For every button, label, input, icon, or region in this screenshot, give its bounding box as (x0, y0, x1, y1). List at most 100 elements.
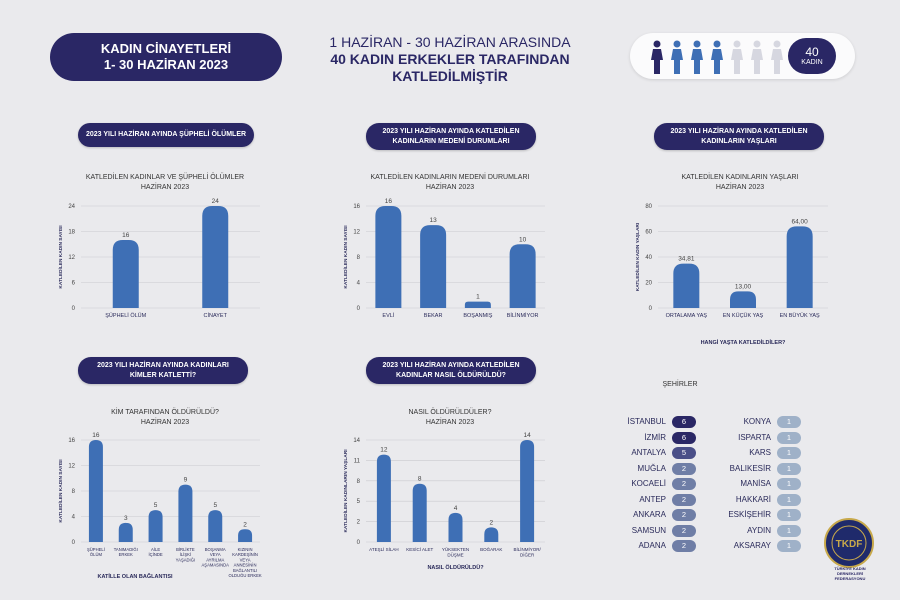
bar (208, 510, 223, 542)
section-label: KADINLAR NASIL ÖLDÜRÜLDÜ? (396, 371, 506, 379)
category-label: ŞÜPHELİ ÖLÜM (105, 312, 146, 319)
category-label: KESİCİ ALET (406, 546, 433, 552)
section-how-killed: 2023 YILI HAZİRAN AYINDA KATLEDİLEN KADI… (366, 357, 536, 384)
y-axis-label: KATLEDİLEN KADINLARIN YAŞLARI (342, 449, 349, 533)
city-row: KARS 1 (715, 447, 815, 460)
bar (520, 440, 535, 542)
category-label: ÖLÜM (90, 552, 103, 557)
city-count-badge: 1 (777, 540, 801, 552)
y-tick-label: 6 (72, 281, 76, 287)
city-name: ANTALYA (631, 448, 666, 457)
woman-figure-icon (671, 40, 683, 74)
figure-body (771, 49, 783, 74)
data-label: 5 (154, 502, 158, 509)
category-label: BİLİNMİYOR (507, 312, 539, 319)
chart3-title-line1: KATLEDİLEN KADINLARIN YAŞLARI (681, 174, 799, 181)
y-tick-label: 16 (353, 204, 360, 210)
chart2-title-line2: HAZİRAN 2023 (425, 184, 475, 191)
city-name: İSTANBUL (627, 417, 666, 426)
data-label: 2 (243, 521, 247, 528)
category-label: EVLİ (382, 312, 394, 319)
city-count-badge: 5 (672, 447, 696, 459)
y-tick-label: 12 (68, 255, 75, 261)
y-tick-label: 60 (645, 230, 652, 236)
city-name: AYDIN (747, 525, 771, 535)
chart1-title: KATLEDİLEN KADINLAR VE ŞÜPHELİ ÖLÜMLER H… (60, 173, 270, 193)
city-count-badge: 2 (672, 478, 696, 490)
city-count-badge: 2 (672, 493, 696, 506)
category-label: KARDEŞİNİN (232, 552, 258, 557)
category-label: EN KÜÇÜK YAŞ (723, 312, 764, 319)
section-who-killed: 2023 YILI HAZİRAN AYINDA KADINLARI KİMLE… (78, 357, 248, 384)
bar (509, 244, 536, 308)
y-tick-label: 5 (357, 499, 361, 505)
bar (420, 225, 447, 308)
chart4-title-line2: HAZİRAN 2023 (140, 419, 190, 426)
figure-body (691, 49, 703, 74)
category-label: AŞAMASINDA (202, 563, 230, 568)
category-label: BOŞANMA (205, 547, 226, 552)
chart3-title-line2: HAZİRAN 2023 (715, 184, 765, 191)
city-row: ADANA 2 (610, 540, 710, 553)
city-name: İZMİR (644, 432, 666, 442)
city-count-badge: 1 (777, 462, 801, 475)
category-label: BEKAR (424, 313, 443, 319)
bar (464, 301, 491, 308)
section-label: 2023 YILI HAZİRAN AYINDA KATLEDİLEN (382, 127, 520, 135)
cities-title: ŞEHİRLER (662, 381, 698, 388)
data-label: 16 (92, 432, 100, 439)
bar (375, 206, 402, 308)
headline-line2: 40 KADIN ERKEKLER TARAFINDAN (330, 51, 570, 67)
chart3-title: KATLEDİLEN KADINLARIN YAŞLARI HAZİRAN 20… (635, 173, 845, 193)
bar (412, 483, 427, 542)
y-tick-label: 0 (357, 306, 361, 312)
bar (178, 484, 193, 542)
chart5-title: NASIL ÖLDÜRÜLDÜLER? HAZİRAN 2023 (345, 408, 555, 428)
category-label: EN BÜYÜK YAŞ (780, 312, 820, 319)
section-label: 2023 YILI HAZİRAN AYINDA ŞÜPHELİ ÖLÜMLER (85, 131, 247, 138)
city-count-badge: 1 (777, 524, 801, 537)
y-tick-label: 0 (649, 306, 653, 312)
category-label: CİNAYET (204, 312, 228, 319)
y-tick-label: 0 (357, 540, 361, 546)
category-label: AİLE (151, 547, 160, 552)
category-label: İLİŞKİ (180, 552, 191, 557)
section-marital-status: 2023 YILI HAZİRAN AYINDA KATLEDİLEN KADI… (366, 123, 536, 150)
city-row: MANİSA 1 (715, 478, 815, 491)
woman-figure-icon (751, 40, 763, 74)
city-count-badge: 1 (777, 447, 801, 459)
city-name: HAKKARİ (735, 494, 771, 504)
category-label: BOĞARAK (480, 546, 502, 552)
bar (730, 291, 756, 308)
y-tick-label: 4 (72, 515, 76, 521)
y-tick-label: 20 (645, 281, 652, 287)
chart4-title: KİM TARAFINDAN ÖLDÜRÜLDÜ? HAZİRAN 2023 (60, 408, 270, 428)
y-tick-label: 24 (68, 204, 75, 210)
bar (202, 206, 229, 308)
bar (112, 240, 139, 308)
bar (376, 454, 391, 542)
bar (238, 529, 253, 542)
woman-figure-icon (771, 40, 783, 74)
chart1-title-line1: KATLEDİLEN KADINLAR VE ŞÜPHELİ ÖLÜMLER (85, 174, 245, 181)
city-name: SAMSUN (631, 525, 666, 535)
chart-suspicious-deaths: 0 6 12 18 24 KATLEDİLEN KADIN SAYISI 16 ŞÜPHELİ… (57, 198, 260, 319)
data-label: 24 (212, 198, 220, 205)
figure-head (753, 40, 761, 48)
category-label: DİĞER (520, 552, 535, 558)
bar (786, 226, 813, 308)
y-tick-label: 11 (354, 458, 361, 464)
city-row: AYDIN 1 (715, 524, 815, 538)
city-name: ANTEP (639, 494, 666, 504)
chart-marital-status: 0 4 8 12 16 KATLEDİLEN KADIN SAYISI 16 EVLİ 13 BE… (342, 198, 545, 319)
city-count-badge: 1 (777, 416, 801, 428)
y-axis-label: KATLEDİLEN KADIN SAYISI (342, 225, 349, 289)
y-tick-label: 0 (72, 306, 76, 312)
y-tick-label: 0 (72, 540, 76, 546)
woman-figures-icon (651, 40, 783, 74)
figure-head (713, 40, 721, 48)
chart-ages: 0 20 40 60 80 KATLEDİLEN KADIN YAŞLARI 34,81 OR… (634, 204, 828, 346)
city-row: SAMSUN 2 (610, 524, 710, 538)
section-label: KADINLARIN MEDENİ DURUMLARI (392, 137, 510, 145)
city-count-badge: 2 (672, 540, 696, 552)
